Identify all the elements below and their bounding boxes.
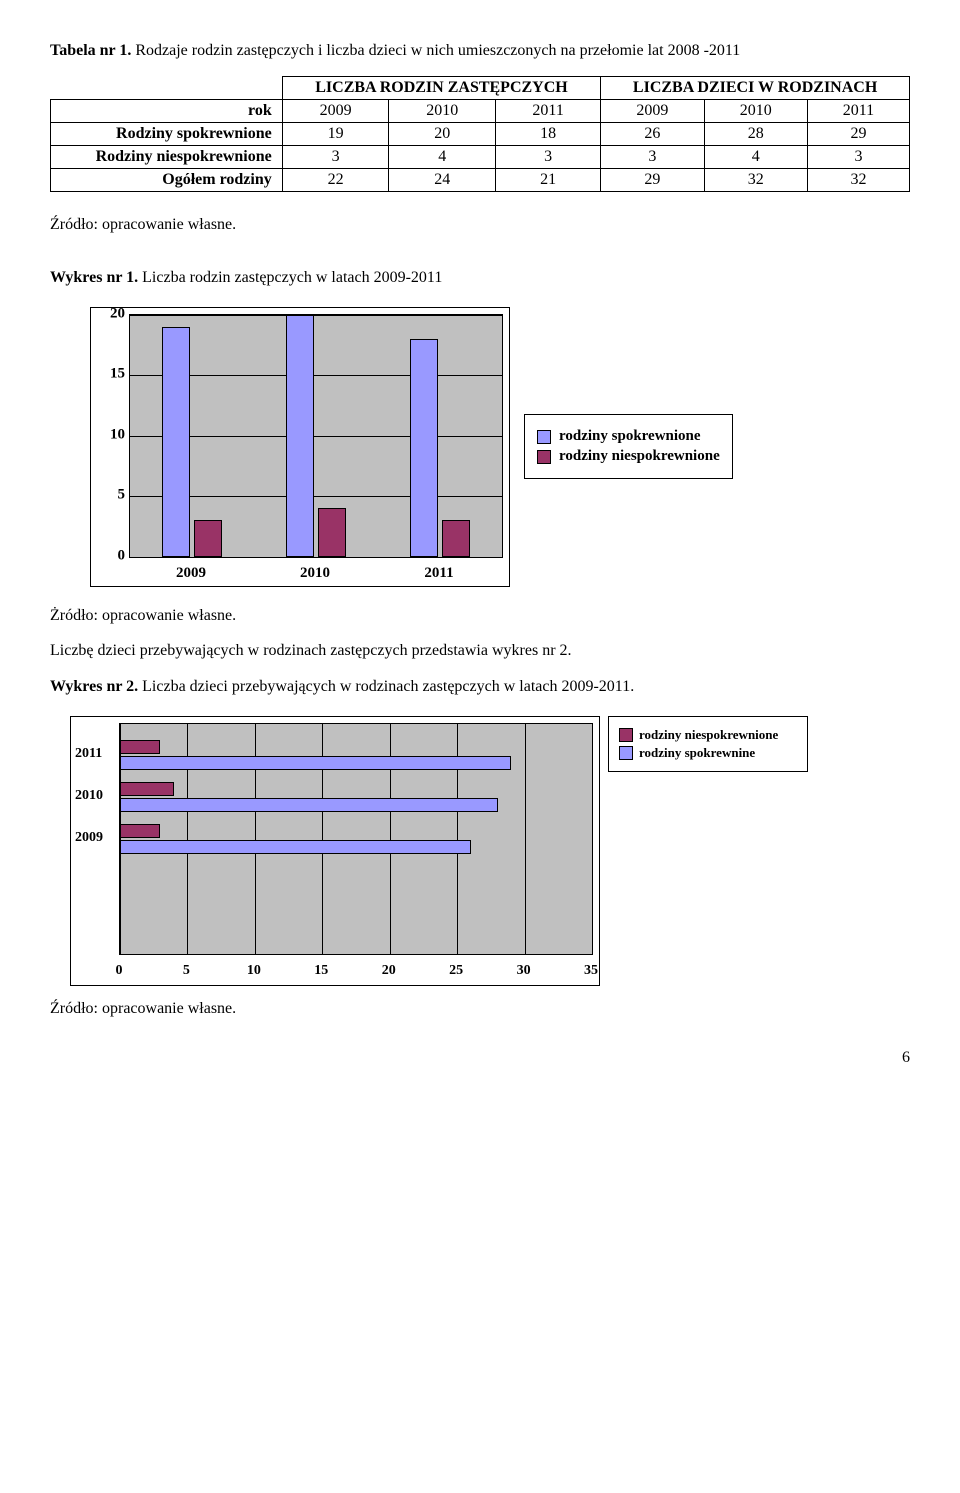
year-cell: 2009 [282, 99, 389, 122]
chart2-caption-text: Liczba dzieci przebywających w rodzinach… [138, 678, 634, 695]
chart2-caption: Wykres nr 2. Liczba dzieci przebywającyc… [50, 676, 910, 698]
chart2-legend: rodziny niespokrewnione rodziny spokrewn… [608, 716, 808, 772]
table-caption-prefix: Tabela nr 1. [50, 42, 131, 59]
col-group-left: LICZBA RODZIN ZASTĘPCZYCH [282, 76, 600, 99]
cell: 4 [389, 145, 496, 168]
year-cell: 2010 [389, 99, 496, 122]
year-cell: 2011 [496, 99, 601, 122]
cell: 29 [807, 122, 909, 145]
cell: 32 [807, 168, 909, 191]
cell: 32 [704, 168, 807, 191]
chart2: 05101520253035201120102009 [70, 716, 600, 986]
cell: 19 [282, 122, 389, 145]
chart2-plot [119, 723, 593, 955]
legend-label: rodziny spokrewnione [559, 428, 701, 445]
legend-swatch [619, 746, 633, 760]
cell: 3 [807, 145, 909, 168]
cell: 3 [496, 145, 601, 168]
cell: 28 [704, 122, 807, 145]
cell: 22 [282, 168, 389, 191]
cell: 3 [282, 145, 389, 168]
year-cell: 2010 [704, 99, 807, 122]
rok-label: rok [51, 99, 283, 122]
legend-label: rodziny spokrewnine [639, 745, 755, 761]
cell: 21 [496, 168, 601, 191]
table-caption: Tabela nr 1. Rodzaje rodzin zastępczych … [50, 40, 910, 62]
page-number: 6 [50, 1049, 910, 1067]
cell: 4 [704, 145, 807, 168]
row-label: Rodziny niespokrewnione [51, 145, 283, 168]
source-text-1: Źródło: opracowanie własne. [50, 214, 910, 236]
chart1-caption: Wykres nr 1. Liczba rodzin zastępczych w… [50, 267, 910, 289]
cell: 20 [389, 122, 496, 145]
source-text-3: Źródło: opracowanie własne. [50, 998, 910, 1020]
chart1-legend: rodziny spokrewnione rodziny niespokrewn… [524, 414, 733, 479]
source-text-2: Żródło: opracowanie własne. [50, 605, 910, 627]
cell: 24 [389, 168, 496, 191]
legend-swatch [619, 728, 633, 742]
legend-label: rodziny niespokrewnione [559, 448, 720, 465]
cell: 3 [601, 145, 704, 168]
chart1-caption-prefix: Wykres nr 1. [50, 269, 138, 286]
year-cell: 2011 [807, 99, 909, 122]
table-caption-text: Rodzaje rodzin zastępczych i liczba dzie… [131, 42, 740, 59]
row-label: Ogółem rodziny [51, 168, 283, 191]
year-cell: 2009 [601, 99, 704, 122]
chart1-caption-text: Liczba rodzin zastępczych w latach 2009-… [138, 269, 442, 286]
cell: 18 [496, 122, 601, 145]
mid-paragraph: Liczbę dzieci przebywających w rodzinach… [50, 640, 910, 662]
data-table: LICZBA RODZIN ZASTĘPCZYCH LICZBA DZIECI … [50, 76, 910, 192]
row-label: Rodziny spokrewnione [51, 122, 283, 145]
legend-label: rodziny niespokrewnione [639, 727, 778, 743]
chart1-plot [129, 314, 503, 558]
cell: 29 [601, 168, 704, 191]
col-group-right: LICZBA DZIECI W RODZINACH [601, 76, 910, 99]
legend-swatch [537, 430, 551, 444]
chart2-caption-prefix: Wykres nr 2. [50, 678, 138, 695]
chart1: 05101520200920102011 [90, 307, 510, 587]
cell: 26 [601, 122, 704, 145]
legend-swatch [537, 450, 551, 464]
